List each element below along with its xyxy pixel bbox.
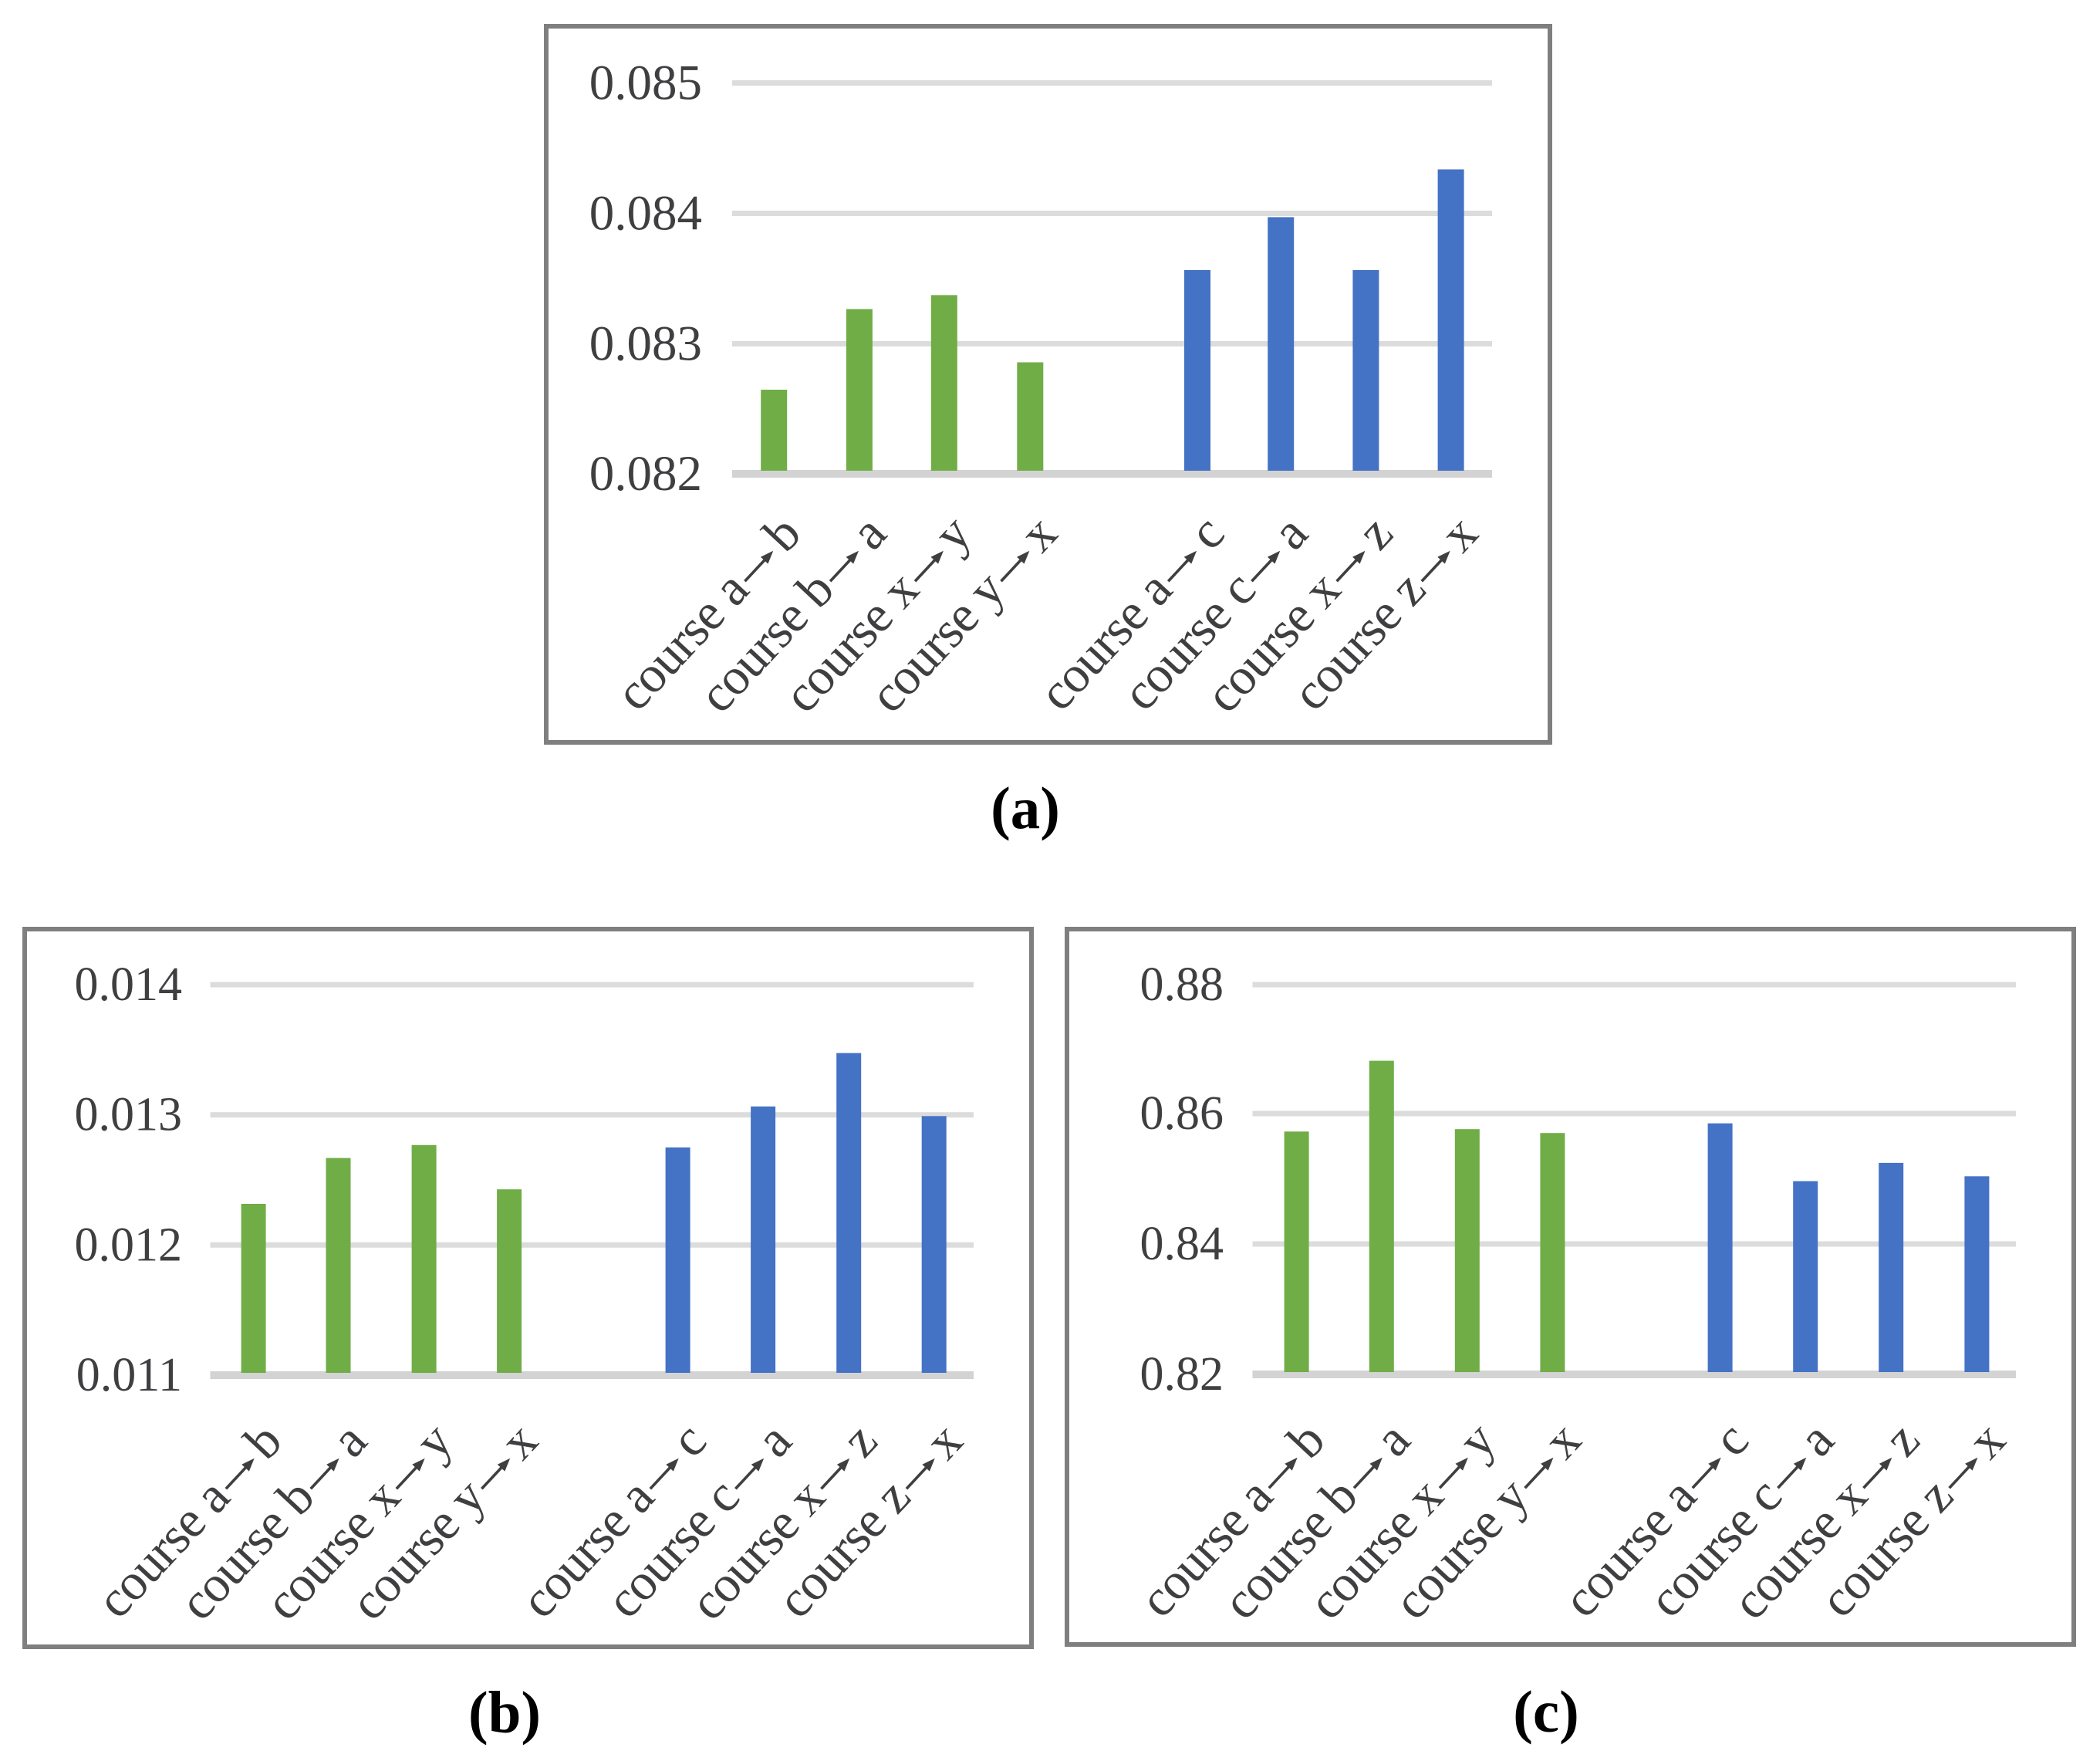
svg-text:0.011: 0.011 [76, 1349, 182, 1401]
svg-text:0.88: 0.88 [1140, 958, 1224, 1011]
svg-text:0.013: 0.013 [75, 1089, 183, 1141]
svg-text:0.86: 0.86 [1140, 1087, 1224, 1140]
svg-text:0.82: 0.82 [1140, 1348, 1224, 1401]
svg-text:0.084: 0.084 [589, 186, 702, 242]
svg-text:0.84: 0.84 [1140, 1218, 1224, 1270]
svg-text:0.085: 0.085 [589, 56, 702, 111]
svg-text:0.014: 0.014 [75, 958, 183, 1011]
svg-text:0.012: 0.012 [75, 1219, 183, 1271]
svg-text:0.082: 0.082 [589, 446, 702, 502]
svg-text:0.083: 0.083 [589, 316, 702, 372]
